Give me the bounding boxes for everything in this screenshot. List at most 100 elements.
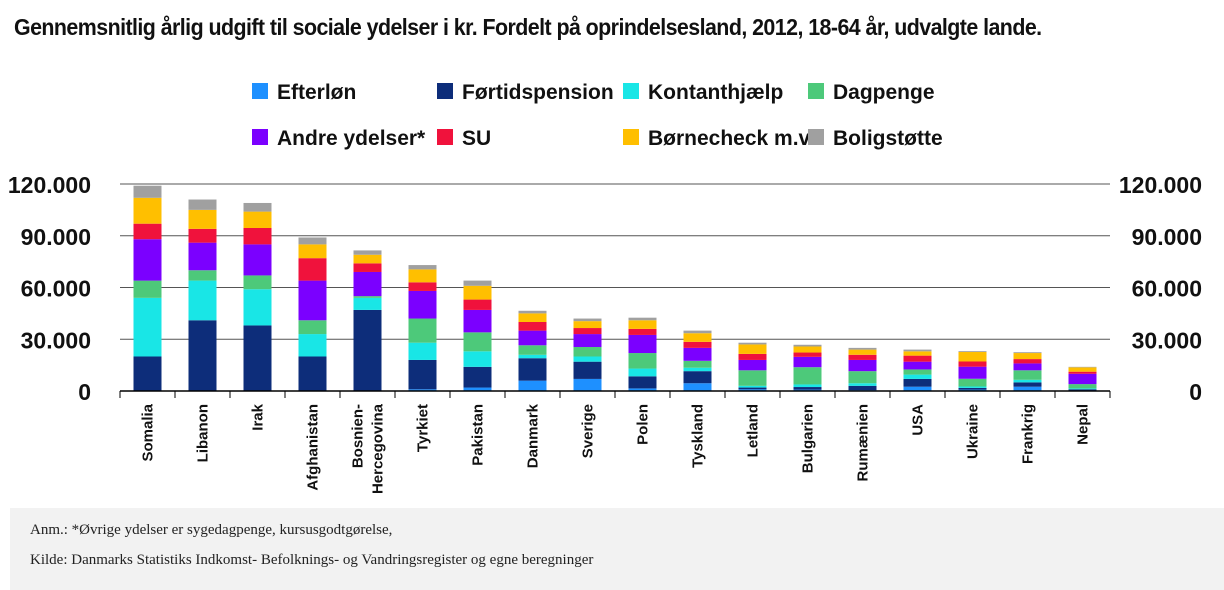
bar-segment <box>628 388 657 391</box>
bar-segment <box>243 211 272 228</box>
x-tick-label: Irak <box>250 403 267 430</box>
bar-segment <box>298 334 327 357</box>
bar-segment <box>683 347 712 361</box>
bar-segment <box>738 344 767 354</box>
bar-segment <box>848 349 877 355</box>
legend-swatch <box>437 129 453 145</box>
bar-segment <box>903 369 932 375</box>
bar-segment <box>1068 384 1097 389</box>
bar-segment <box>243 202 272 212</box>
x-tick-label: Bulgarien <box>800 404 817 473</box>
bar-segment <box>683 333 712 342</box>
bar-segment <box>793 367 822 385</box>
x-tick-label: Danmark <box>525 403 542 468</box>
bar-segment <box>573 318 602 322</box>
legend-swatch <box>437 83 453 99</box>
x-tick-label: Tyskland <box>690 404 707 468</box>
y-tick-label-right: 0 <box>1189 379 1202 405</box>
bar-segment <box>1068 367 1097 372</box>
bar-segment <box>298 280 327 321</box>
bar-segment <box>903 355 932 362</box>
legend-label: Kontanthjælp <box>648 81 783 104</box>
x-tick-label: Sverige <box>580 404 597 458</box>
bar-segment <box>1013 386 1042 391</box>
bar-segment <box>848 383 877 386</box>
bar-segment <box>353 250 382 255</box>
legend-label: Efterløn <box>277 81 356 104</box>
x-tick-label: Polen <box>635 404 652 445</box>
grid <box>120 183 1110 340</box>
bar-segment <box>463 387 492 391</box>
bar-segment <box>848 354 877 360</box>
bar-segment <box>408 265 437 270</box>
bar-segment <box>573 334 602 348</box>
bar-segment <box>958 352 987 362</box>
legend: Efterløn Førtidspension Kontanthjælp Dagpen… <box>252 81 943 150</box>
bar-segment <box>188 242 217 271</box>
bar-segment <box>958 378 987 387</box>
legend-label: SU <box>462 127 491 150</box>
bar-segment <box>188 228 217 243</box>
bar-segment <box>243 244 272 276</box>
bar-segment <box>243 275 272 290</box>
bar-segment <box>353 271 382 297</box>
bar-segment <box>298 258 327 281</box>
bar-segment <box>518 330 547 346</box>
legend-swatch <box>808 83 824 99</box>
bar-segment <box>683 383 712 391</box>
bar-segment <box>958 386 987 388</box>
bar-segment <box>958 351 987 353</box>
x-tick-label: Letland <box>745 404 762 457</box>
legend-swatch <box>808 129 824 145</box>
bar-segment <box>738 387 767 390</box>
bar-segment <box>683 341 712 348</box>
bar-segment <box>738 353 767 360</box>
bar-segment <box>1013 379 1042 383</box>
bar-segment <box>298 320 327 335</box>
bar-segment <box>738 389 767 391</box>
bar-segment <box>848 359 877 372</box>
bar-segment <box>573 356 602 362</box>
bar-segment <box>1068 366 1097 368</box>
stacked-bar-chart: Efterløn Førtidspension Kontanthjælp Dagpen… <box>8 81 1202 494</box>
note-text: Anm.: *Øvrige ydelser er sygedagpenge, k… <box>30 522 393 538</box>
bars <box>133 185 1097 391</box>
bar-segment <box>793 344 822 347</box>
bar-segment <box>298 237 327 245</box>
legend-label: Børnecheck m.v. <box>648 127 815 150</box>
bar-segment <box>628 328 657 335</box>
bar-segment <box>518 345 547 355</box>
bar-segment <box>848 371 877 384</box>
x-tick-label: Ukraine <box>965 404 982 459</box>
bar-segment <box>793 384 822 388</box>
bar-segment <box>518 354 547 359</box>
bar-segment <box>133 185 162 198</box>
bar-segment <box>738 385 767 388</box>
bar-segment <box>1068 371 1097 374</box>
y-tick-label-right: 120.000 <box>1119 172 1202 198</box>
bar-segment <box>408 282 437 291</box>
bar-segment <box>133 239 162 281</box>
y-tick-label-left: 120.000 <box>8 172 91 198</box>
y-tick-label-right: 90.000 <box>1132 224 1202 250</box>
bar-segment <box>958 366 987 379</box>
bar-segment <box>1013 352 1042 354</box>
y-tick-label-right: 60.000 <box>1132 276 1202 302</box>
legend-swatch <box>252 83 268 99</box>
bar-segment <box>188 280 217 321</box>
bar-segment <box>408 359 437 390</box>
bar-segment <box>133 223 162 240</box>
bar-segment <box>628 334 657 354</box>
bar-segment <box>518 310 547 314</box>
note-box: Anm.: *Øvrige ydelser er sygedagpenge, k… <box>10 508 1224 590</box>
x-tick-label: USA <box>910 404 927 436</box>
bar-segment <box>133 297 162 357</box>
bar-segment <box>1013 370 1042 380</box>
legend-label: Boligstøtte <box>833 127 943 150</box>
bar-segment <box>1013 382 1042 387</box>
bar-segment <box>133 356 162 391</box>
bar-segment <box>903 378 932 387</box>
bar-segment <box>848 385 877 391</box>
bar-segment <box>188 270 217 281</box>
x-tick-label: Bosnien- Hercegovina <box>350 403 387 494</box>
